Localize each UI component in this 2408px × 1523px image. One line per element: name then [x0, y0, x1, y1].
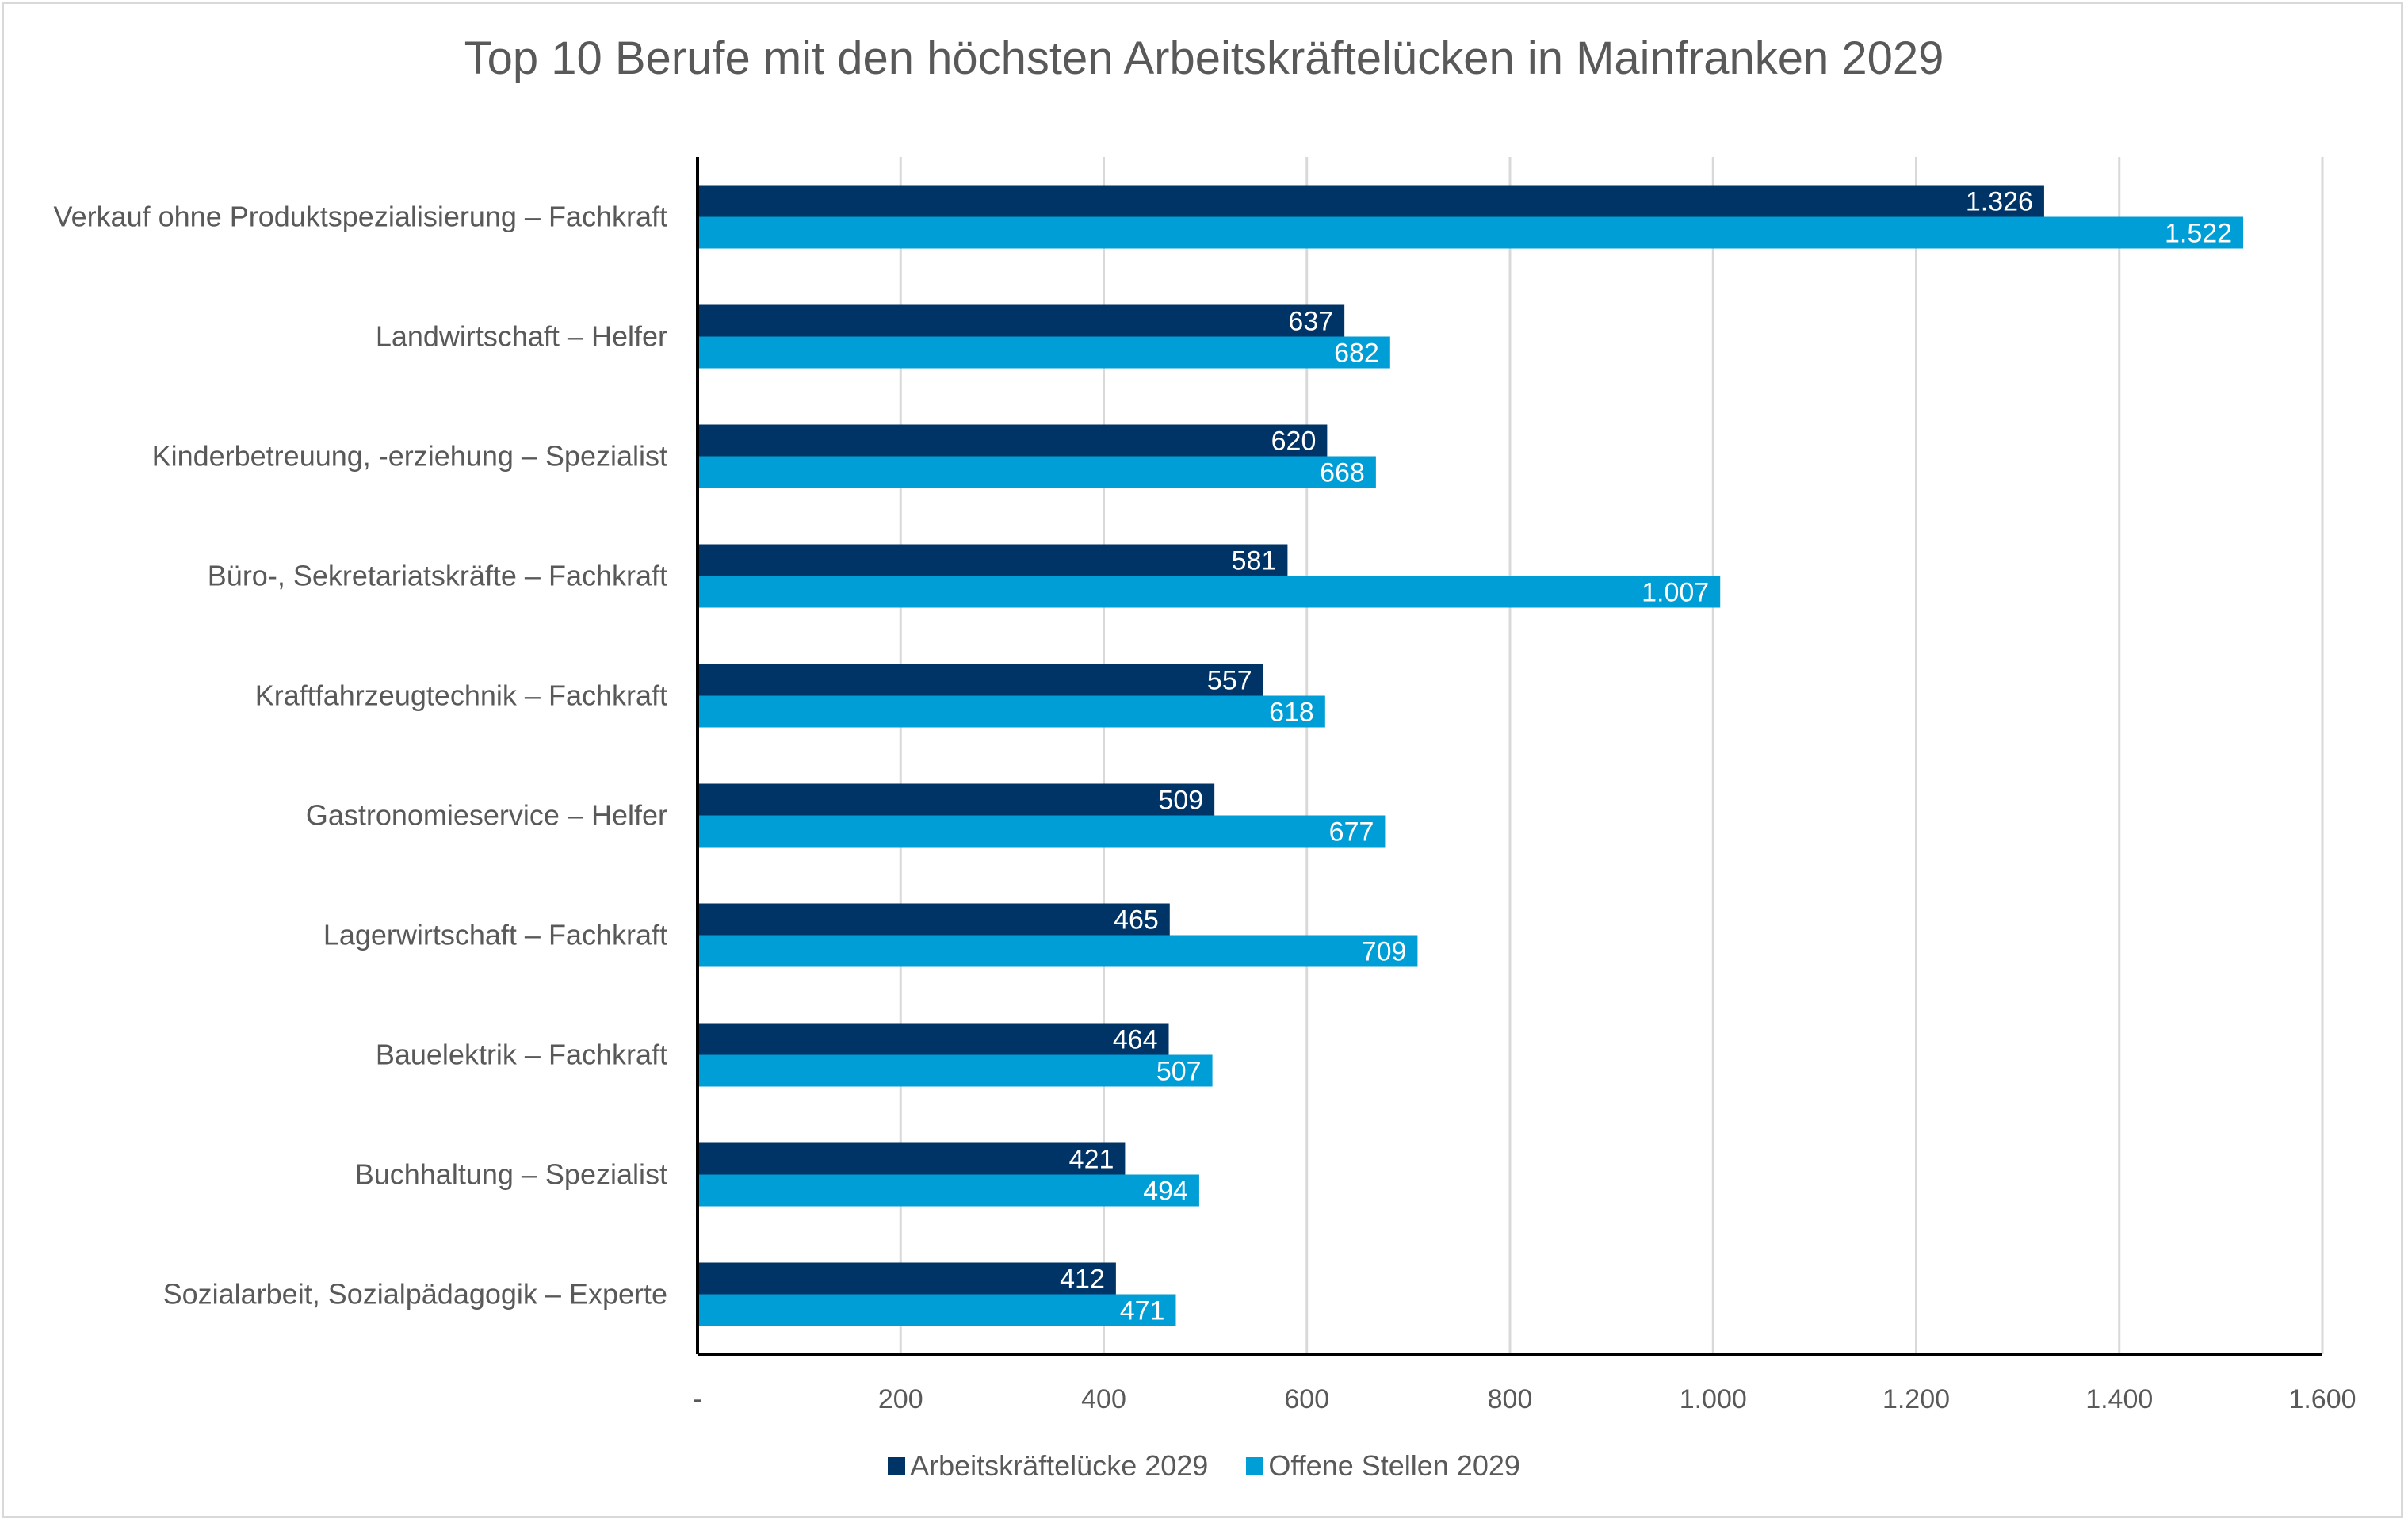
category-label: Buchhaltung – Spezialist [355, 1158, 667, 1191]
bar-offene-stellen [698, 1294, 1176, 1326]
legend-swatch [1246, 1457, 1264, 1475]
x-tick-label: 400 [1081, 1384, 1126, 1414]
data-label: 637 [1288, 307, 1333, 337]
data-label: 709 [1362, 937, 1407, 967]
bars [698, 185, 2244, 1326]
legend: Arbeitskräftelücke 2029 Offene Stellen 2… [0, 1449, 2408, 1483]
x-tick-label: 1.000 [1680, 1384, 1747, 1414]
data-label: 464 [1113, 1025, 1158, 1055]
x-tick-label: 800 [1488, 1384, 1533, 1414]
bar-arbeitskraefteluecke [698, 304, 1345, 337]
bar-offene-stellen [698, 336, 1390, 369]
legend-label: Arbeitskräftelücke 2029 [910, 1449, 1209, 1482]
bar-arbeitskraefteluecke [698, 1023, 1169, 1055]
x-tick-label: 1.200 [1882, 1384, 1950, 1414]
category-label: Gastronomieservice – Helfer [306, 799, 667, 832]
data-label: 421 [1069, 1145, 1114, 1175]
data-label: 618 [1269, 698, 1314, 728]
data-label: 471 [1120, 1296, 1165, 1326]
bar-offene-stellen [698, 576, 1721, 608]
data-label: 1.007 [1642, 578, 1709, 608]
data-label: 620 [1271, 427, 1317, 457]
category-label: Bauelektrik – Fachkraft [376, 1039, 667, 1071]
category-labels: Verkauf ohne Produktspezialisierung – Fa… [54, 201, 667, 1311]
bar-arbeitskraefteluecke [698, 903, 1170, 936]
data-label: 677 [1329, 817, 1374, 848]
bar-arbeitskraefteluecke [698, 664, 1263, 696]
bar-arbeitskraefteluecke [698, 185, 2044, 217]
x-tick-label: 200 [878, 1384, 923, 1414]
legend-swatch [888, 1457, 906, 1475]
bar-arbeitskraefteluecke [698, 1142, 1126, 1175]
x-tick-label: - [693, 1384, 701, 1414]
category-label: Kinderbetreuung, -erziehung – Spezialist [152, 440, 667, 473]
data-label: 1.522 [2165, 219, 2232, 249]
category-label: Verkauf ohne Produktspezialisierung – Fa… [54, 201, 667, 233]
bar-arbeitskraefteluecke [698, 783, 1215, 816]
bar-offene-stellen [698, 1174, 1199, 1207]
x-tick-label: 600 [1284, 1384, 1329, 1414]
data-label: 682 [1334, 339, 1379, 369]
category-label: Sozialarbeit, Sozialpädagogik – Experte [163, 1278, 667, 1311]
legend-item-offene-stellen: Offene Stellen 2029 [1246, 1449, 1520, 1483]
data-label: 509 [1158, 786, 1203, 816]
category-label: Büro-, Sekretariatskräfte – Fachkraft [208, 560, 667, 592]
chart-title: Top 10 Berufe mit den höchsten Arbeitskr… [464, 33, 1944, 84]
category-label: Kraftfahrzeugtechnik – Fachkraft [255, 679, 667, 712]
data-label: 668 [1320, 458, 1365, 488]
data-label: 494 [1143, 1177, 1188, 1207]
data-label: 412 [1060, 1265, 1105, 1295]
bar-offene-stellen [698, 815, 1386, 848]
data-label: 465 [1114, 905, 1159, 936]
data-label: 507 [1156, 1057, 1202, 1087]
bar-offene-stellen [698, 935, 1418, 967]
data-label: 1.326 [1966, 187, 2033, 217]
legend-item-arbeitskraefteluecke: Arbeitskräftelücke 2029 [888, 1449, 1208, 1483]
legend-label: Offene Stellen 2029 [1268, 1449, 1520, 1482]
bar-offene-stellen [698, 695, 1325, 728]
bar-offene-stellen [698, 456, 1376, 488]
x-tick-label: 1.600 [2288, 1384, 2356, 1414]
bar-arbeitskraefteluecke [698, 544, 1288, 576]
category-label: Landwirtschaft – Helfer [376, 320, 667, 353]
bar-arbeitskraefteluecke [698, 1262, 1116, 1295]
x-tick-label: 1.400 [2085, 1384, 2153, 1414]
data-label: 581 [1232, 546, 1277, 576]
x-tick-labels: - 200 400 600 800 1.000 1.200 1.400 1.600 [693, 1384, 2356, 1414]
bar-offene-stellen [698, 1054, 1213, 1087]
bar-offene-stellen [698, 216, 2244, 249]
bar-arbeitskraefteluecke [698, 424, 1328, 457]
data-label: 557 [1207, 666, 1252, 696]
category-label: Lagerwirtschaft – Fachkraft [323, 919, 667, 951]
